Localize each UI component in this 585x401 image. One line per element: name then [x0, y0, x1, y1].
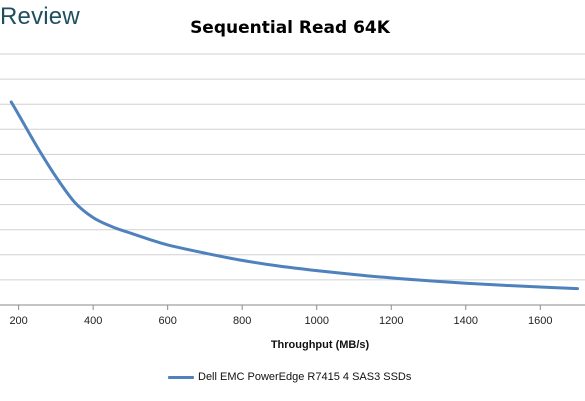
x-axis-label: Throughput (MB/s) [271, 339, 370, 351]
x-tick-label: 600 [158, 315, 176, 327]
x-tick-labels: 200 400 600 800 1000 1200 1400 1600 [9, 315, 552, 327]
legend-swatch [168, 375, 194, 379]
x-tick-label: 200 [9, 315, 27, 327]
legend: Dell EMC PowerEdge R7415 4 SAS3 SSDs [168, 371, 411, 383]
legend-label: Dell EMC PowerEdge R7415 4 SAS3 SSDs [198, 371, 412, 383]
chart-title: Sequential Read 64K [190, 18, 390, 38]
x-tick-label: 1000 [304, 315, 328, 327]
series-line [9, 100, 579, 291]
x-axis [0, 304, 585, 310]
brand-logo-text: Review [0, 3, 80, 30]
x-tick-label: 1200 [379, 315, 403, 327]
x-tick-label: 400 [84, 315, 102, 327]
x-tick-label: 1400 [454, 315, 478, 327]
series-lines [9, 100, 579, 291]
x-tick-label: 1600 [528, 315, 552, 327]
x-tick-label: 800 [233, 315, 251, 327]
gridlines [0, 53, 585, 281]
